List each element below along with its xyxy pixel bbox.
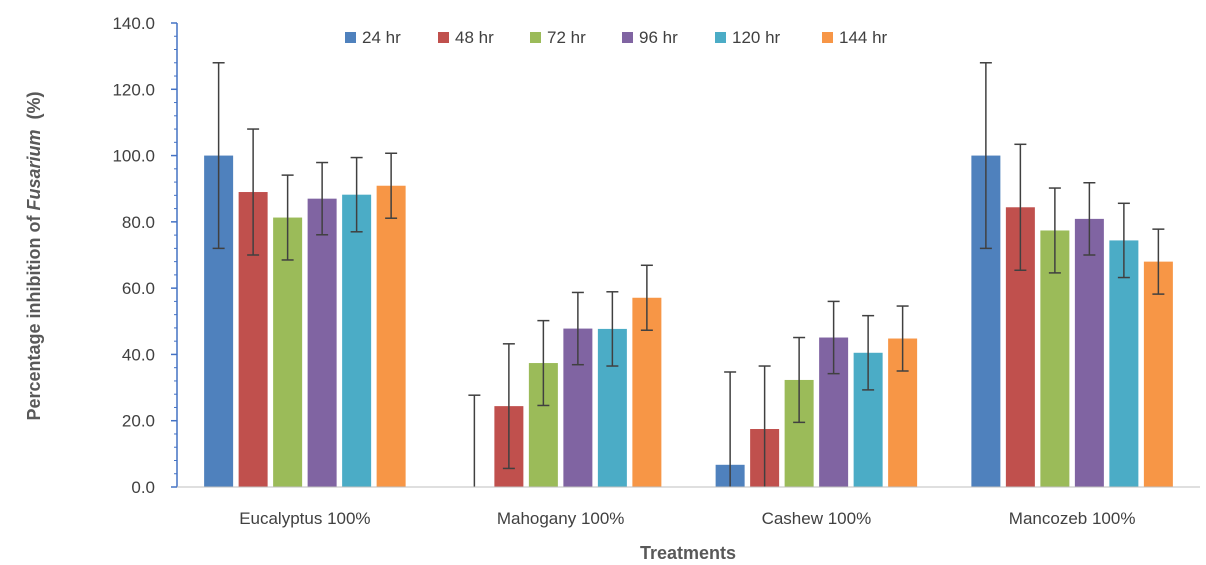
y-axis-ticks: 0.0 20.0 40.0 60.0 80.0 100.0 120.0 140.0 (112, 14, 177, 497)
y-tick-label: 20.0 (122, 412, 155, 431)
legend-swatch (438, 32, 449, 43)
y-tick-label: 60.0 (122, 279, 155, 298)
bar-144hr-3 (1143, 261, 1173, 487)
bar-120hr-3 (1109, 240, 1139, 487)
y-axis-title: Percentage inhibition of Fusarium (%) (24, 91, 44, 420)
legend-swatch (715, 32, 726, 43)
y-tick-label: 40.0 (122, 345, 155, 364)
y-axis-title-italic: Fusarium (24, 129, 44, 210)
legend-swatch (622, 32, 633, 43)
legend-swatch (822, 32, 833, 43)
y-tick-label: 140.0 (112, 14, 155, 33)
bars (204, 155, 1173, 488)
legend-swatch (345, 32, 356, 43)
bar-72hr-0 (273, 217, 303, 487)
x-axis-title: Treatments (640, 543, 736, 563)
bar-120hr-0 (342, 194, 372, 487)
bar-96hr-3 (1074, 218, 1104, 488)
y-axis-title-suffix: (%) (24, 91, 44, 129)
legend-swatch (530, 32, 541, 43)
y-tick-label: 0.0 (131, 478, 155, 497)
y-tick-label: 80.0 (122, 213, 155, 232)
legend-label: 72 hr (547, 28, 586, 47)
legend-label: 144 hr (839, 28, 888, 47)
x-category-label: Mahogany 100% (497, 509, 625, 528)
y-tick-label: 100.0 (112, 147, 155, 166)
y-axis-title-prefix: Percentage inhibition of (24, 211, 44, 421)
legend: 24 hr 48 hr 72 hr 96 hr 120 hr 144 hr (345, 28, 888, 47)
bar-144hr-0 (376, 185, 406, 487)
bar-96hr-0 (307, 198, 337, 487)
error-bars (212, 62, 1165, 487)
y-tick-label: 120.0 (112, 80, 155, 99)
legend-label: 96 hr (639, 28, 678, 47)
legend-label: 120 hr (732, 28, 781, 47)
axes (176, 23, 1200, 488)
x-category-label: Cashew 100% (762, 509, 872, 528)
x-category-label: Eucalyptus 100% (239, 509, 370, 528)
legend-label: 24 hr (362, 28, 401, 47)
legend-label: 48 hr (455, 28, 494, 47)
x-axis-categories: Eucalyptus 100% Mahogany 100% Cashew 100% M… (239, 509, 1135, 528)
x-category-label: Mancozeb 100% (1009, 509, 1136, 528)
